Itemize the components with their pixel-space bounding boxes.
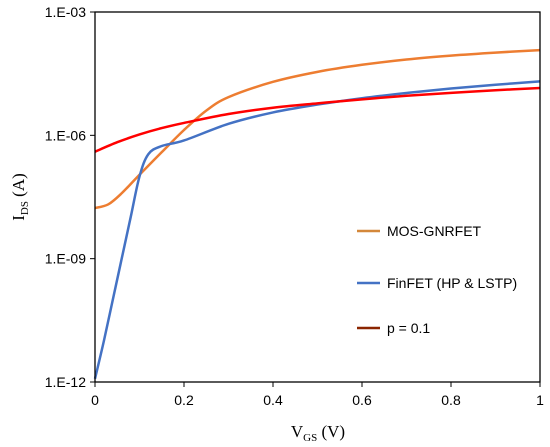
legend-item-p-0-1: p = 0.1 [357,320,430,336]
x-tick-label: 0.6 [352,392,372,408]
y-tick-label: 1.E-09 [45,251,86,267]
plot-frame [94,11,541,383]
y-axis-label-main: I [9,215,28,221]
legend-label-mos-gnrfet: MOS-GNRFET [387,223,482,239]
y-tick-label: 1.E-03 [45,4,86,20]
y-axis-label: IDS (A) [9,173,31,221]
series-line-p-0-1 [94,86,541,153]
legend-item-finfet: FinFET (HP & LSTP) [357,275,517,291]
x-axis-label: VGS (V) [291,422,345,444]
x-axis-label-sub: GS [303,432,317,444]
series-layer [93,48,541,380]
legend: MOS-GNRFET FinFET (HP & LSTP) p = 0.1 [357,223,517,336]
tick-layer: 0 0.2 0.4 0.6 0.8 1 1.E-12 1.E-09 1.E-06 1.E-03 [45,4,544,408]
x-tick-label: 0.4 [263,392,283,408]
legend-label-p-0-1: p = 0.1 [387,320,430,336]
x-tick-label: 0.8 [441,392,461,408]
x-axis-label-main: V [291,422,304,441]
y-axis-label-sub: DS [19,201,31,215]
x-tick-label: 0 [91,392,99,408]
y-axis-label-unit: (A) [9,173,28,201]
y-tick-label: 1.E-12 [45,374,86,390]
x-tick-label: 1 [536,392,544,408]
series-line-finfet-hp-lstp [93,80,541,380]
legend-item-mos-gnrfet: MOS-GNRFET [357,223,482,239]
y-axis-label-group: IDS (A) [9,173,31,221]
legend-label-finfet: FinFET (HP & LSTP) [387,275,517,291]
x-tick-label: 0.2 [174,392,194,408]
series-line-mos-gnrfet [94,48,541,210]
y-tick-label: 1.E-06 [45,127,86,143]
x-axis-label-unit: (V) [317,422,345,441]
